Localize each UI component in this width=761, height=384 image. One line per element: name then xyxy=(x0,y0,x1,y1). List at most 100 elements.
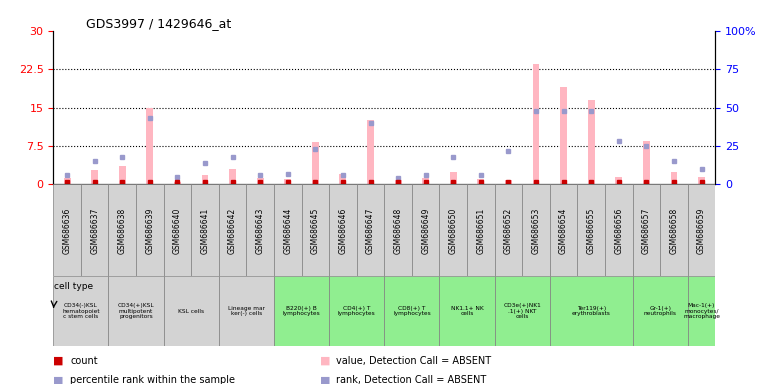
Bar xyxy=(440,276,495,346)
Bar xyxy=(108,276,164,346)
Bar xyxy=(91,170,98,184)
Bar xyxy=(522,184,549,276)
Bar xyxy=(202,175,209,184)
Bar xyxy=(549,184,578,276)
Text: GSM686646: GSM686646 xyxy=(339,207,348,253)
Bar xyxy=(339,174,346,184)
Text: percentile rank within the sample: percentile rank within the sample xyxy=(70,375,235,384)
Bar xyxy=(274,184,301,276)
Text: Mac-1(+)
monocytes/
macrophage: Mac-1(+) monocytes/ macrophage xyxy=(683,303,720,319)
Bar xyxy=(229,169,236,184)
Bar xyxy=(108,184,136,276)
Text: GSM686656: GSM686656 xyxy=(614,207,623,253)
Text: GSM686648: GSM686648 xyxy=(393,207,403,253)
Bar xyxy=(329,184,357,276)
Bar xyxy=(495,276,549,346)
Text: CD3e(+)NK1
.1(+) NKT
cells: CD3e(+)NK1 .1(+) NKT cells xyxy=(503,303,541,319)
Text: ■: ■ xyxy=(53,356,64,366)
Bar xyxy=(301,184,329,276)
Bar xyxy=(174,182,181,184)
Bar xyxy=(367,120,374,184)
Bar xyxy=(146,108,153,184)
Text: GSM686647: GSM686647 xyxy=(366,207,375,253)
Text: GDS3997 / 1429646_at: GDS3997 / 1429646_at xyxy=(87,17,231,30)
Bar xyxy=(256,178,263,184)
Text: GSM686637: GSM686637 xyxy=(90,207,99,253)
Text: CD8(+) T
lymphocytes: CD8(+) T lymphocytes xyxy=(393,306,431,316)
Bar xyxy=(219,276,274,346)
Bar xyxy=(440,184,467,276)
Text: GSM686643: GSM686643 xyxy=(256,207,265,253)
Bar xyxy=(495,184,522,276)
Text: GSM686651: GSM686651 xyxy=(476,207,486,253)
Text: value, Detection Call = ABSENT: value, Detection Call = ABSENT xyxy=(336,356,492,366)
Text: GSM686653: GSM686653 xyxy=(531,207,540,253)
Bar xyxy=(632,276,688,346)
Bar xyxy=(422,178,429,184)
Text: rank, Detection Call = ABSENT: rank, Detection Call = ABSENT xyxy=(336,375,486,384)
Text: ■: ■ xyxy=(320,375,330,384)
Bar xyxy=(616,177,622,184)
Text: Gr-1(+)
neutrophils: Gr-1(+) neutrophils xyxy=(644,306,677,316)
Text: GSM686640: GSM686640 xyxy=(173,207,182,253)
Bar xyxy=(533,64,540,184)
Text: Ter119(+)
erythroblasts: Ter119(+) erythroblasts xyxy=(572,306,610,316)
Bar xyxy=(395,180,402,184)
Bar xyxy=(632,184,660,276)
Text: B220(+) B
lymphocytes: B220(+) B lymphocytes xyxy=(282,306,320,316)
Text: ■: ■ xyxy=(320,356,330,366)
Text: CD34(+)KSL
multipotent
progenitors: CD34(+)KSL multipotent progenitors xyxy=(118,303,154,319)
Bar xyxy=(191,184,219,276)
Text: GSM686654: GSM686654 xyxy=(559,207,568,253)
Bar xyxy=(357,184,384,276)
Bar xyxy=(643,141,650,184)
Bar xyxy=(412,184,440,276)
Text: GSM686642: GSM686642 xyxy=(228,207,237,253)
Bar xyxy=(660,184,688,276)
Bar xyxy=(164,276,219,346)
Text: count: count xyxy=(70,356,97,366)
Bar xyxy=(384,276,440,346)
Bar xyxy=(688,184,715,276)
Text: CD4(+) T
lymphocytes: CD4(+) T lymphocytes xyxy=(338,306,376,316)
Bar xyxy=(312,142,319,184)
Bar xyxy=(81,184,108,276)
Bar xyxy=(384,184,412,276)
Bar xyxy=(477,179,484,184)
Bar xyxy=(64,178,71,184)
Text: GSM686639: GSM686639 xyxy=(145,207,154,253)
Bar xyxy=(450,172,457,184)
Text: GSM686650: GSM686650 xyxy=(449,207,458,253)
Text: NK1.1+ NK
cells: NK1.1+ NK cells xyxy=(451,306,483,316)
Bar xyxy=(605,184,632,276)
Bar xyxy=(136,184,164,276)
Text: Lineage mar
ker(-) cells: Lineage mar ker(-) cells xyxy=(228,306,265,316)
Bar xyxy=(53,184,81,276)
Text: GSM686652: GSM686652 xyxy=(504,207,513,253)
Text: GSM686657: GSM686657 xyxy=(642,207,651,253)
Bar xyxy=(698,177,705,184)
Bar xyxy=(219,184,247,276)
Bar xyxy=(578,184,605,276)
Text: GSM686644: GSM686644 xyxy=(283,207,292,253)
Bar xyxy=(670,172,677,184)
Text: CD34(-)KSL
hematopoiet
c stem cells: CD34(-)KSL hematopoiet c stem cells xyxy=(62,303,100,319)
Bar xyxy=(560,87,567,184)
Bar xyxy=(505,180,512,184)
Bar xyxy=(688,276,715,346)
Bar xyxy=(587,100,594,184)
Bar xyxy=(467,184,495,276)
Text: GSM686659: GSM686659 xyxy=(697,207,706,253)
Bar xyxy=(329,276,384,346)
Text: ■: ■ xyxy=(53,375,64,384)
Text: GSM686655: GSM686655 xyxy=(587,207,596,253)
Bar xyxy=(247,184,274,276)
Bar xyxy=(53,276,108,346)
Bar xyxy=(274,276,329,346)
Bar xyxy=(119,166,126,184)
Text: GSM686641: GSM686641 xyxy=(200,207,209,253)
Text: GSM686645: GSM686645 xyxy=(310,207,320,253)
Text: cell type: cell type xyxy=(54,282,93,291)
Bar xyxy=(549,276,632,346)
Bar xyxy=(285,179,291,184)
